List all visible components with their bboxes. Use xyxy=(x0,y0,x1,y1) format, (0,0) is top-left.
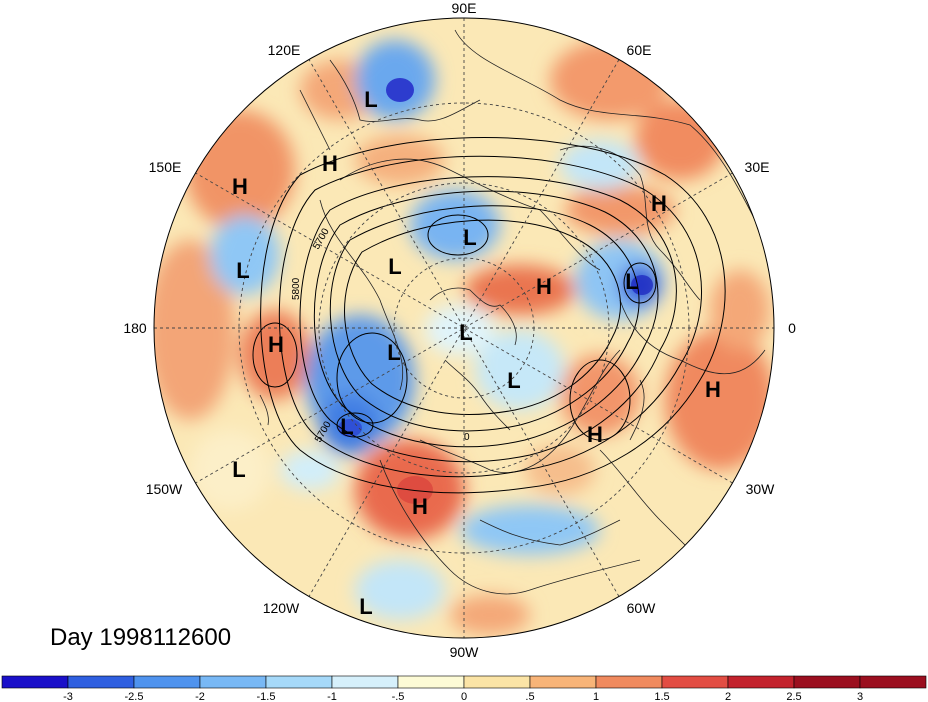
longitude-labels: 90E 60E 30E 0 30W 60W 90W 120W 150W 180 … xyxy=(123,0,796,660)
pressure-center-high: H xyxy=(536,274,552,299)
colorbar-tick-label: 3 xyxy=(857,691,863,702)
colorbar-segment xyxy=(661,675,729,689)
colorbar-tick-label: 2 xyxy=(725,691,731,702)
colorbar-tick-label: 2.5 xyxy=(786,691,801,702)
colorbar-segment xyxy=(727,675,795,689)
lon-label-120e: 120E xyxy=(268,42,301,58)
pressure-center-high: H xyxy=(268,332,284,357)
colorbar-segment xyxy=(595,675,663,689)
colorbar-tick-label: -2 xyxy=(195,691,205,702)
pressure-center-high: H xyxy=(587,422,603,447)
pressure-center-low: L xyxy=(388,254,401,279)
coastlines xyxy=(259,29,766,595)
lon-label-150w: 150W xyxy=(146,481,183,497)
contour-label: 0 xyxy=(464,432,470,443)
colorbar-segment xyxy=(265,675,333,689)
colorbar-tick-label: 1.5 xyxy=(654,691,669,702)
lon-label-30w: 30W xyxy=(746,481,776,497)
pressure-center-low: L xyxy=(507,368,520,393)
colorbar-tick-label: -2.5 xyxy=(125,691,144,702)
colorbar: -3 -2.5 -2 -1.5 -1 -.5 0 .5 1 1.5 2 2.5 3 xyxy=(1,675,927,702)
pressure-center-low: L xyxy=(364,87,377,112)
height-contours xyxy=(252,137,726,494)
pressure-center-high: H xyxy=(232,174,248,199)
lon-label-180: 180 xyxy=(123,320,147,336)
pressure-center-low: L xyxy=(625,269,638,294)
colorbar-segment xyxy=(331,675,399,689)
colorbar-segment xyxy=(1,675,69,689)
colorbar-segment xyxy=(859,675,927,689)
colorbar-segment xyxy=(67,675,135,689)
map-title: Day 1998112600 xyxy=(50,624,231,651)
lon-label-120w: 120W xyxy=(263,600,300,616)
pressure-center-low: L xyxy=(232,457,245,482)
colorbar-segment xyxy=(529,675,597,689)
lon-label-0: 0 xyxy=(788,320,796,336)
pressure-center-low: L xyxy=(463,225,476,250)
pressure-center-high: H xyxy=(412,494,428,519)
pressure-center-high: H xyxy=(651,191,667,216)
colorbar-segment xyxy=(793,675,861,689)
lon-label-60w: 60W xyxy=(627,600,657,616)
pressure-center-high: H xyxy=(705,377,721,402)
pressure-centers: L H H L H L L H L H L L L H L H H L H L xyxy=(232,87,721,619)
pressure-center-low: L xyxy=(359,594,372,619)
pressure-center-high: H xyxy=(322,151,338,176)
pressure-center-low: L xyxy=(340,414,353,439)
colorbar-segment xyxy=(199,675,267,689)
colorbar-segment xyxy=(463,675,531,689)
lon-label-150e: 150E xyxy=(149,159,182,175)
lon-label-90w: 90W xyxy=(450,644,480,660)
pressure-center-low: L xyxy=(459,320,472,345)
colorbar-segment xyxy=(133,675,201,689)
colorbar-tick-label: -1 xyxy=(327,691,337,702)
contour-label: 5800 xyxy=(291,277,302,300)
colorbar-tick-label: 0 xyxy=(461,691,467,702)
graticule xyxy=(154,18,774,638)
colorbar-tick-label: -3 xyxy=(63,691,73,702)
colorbar-tick-label: .5 xyxy=(525,691,534,702)
colorbar-tick-label: -1.5 xyxy=(257,691,276,702)
colorbar-segment xyxy=(397,675,465,689)
lon-label-90e: 90E xyxy=(452,0,477,16)
lon-label-60e: 60E xyxy=(627,42,652,58)
colorbar-tick-label: -.5 xyxy=(392,691,405,702)
pressure-center-low: L xyxy=(387,340,400,365)
pressure-center-low: L xyxy=(236,258,249,283)
colorbar-tick-label: 1 xyxy=(593,691,599,702)
lon-label-30e: 30E xyxy=(745,159,770,175)
